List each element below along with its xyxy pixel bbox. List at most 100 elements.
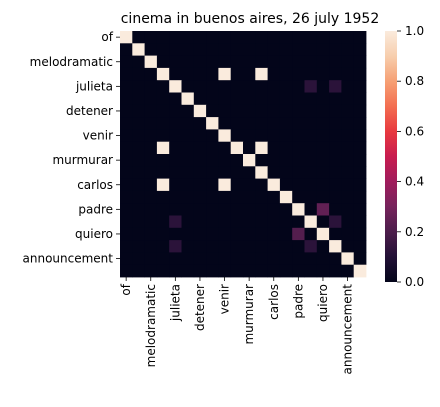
heatmap-cell <box>304 43 318 56</box>
heatmap-cell <box>120 129 133 143</box>
heatmap-cell <box>230 178 244 192</box>
heatmap-cell <box>341 67 355 81</box>
heatmap-cell <box>169 67 182 81</box>
heatmap-cell <box>206 92 219 106</box>
heatmap-cell <box>156 178 170 192</box>
heatmap-cell <box>243 264 256 278</box>
heatmap-cell <box>144 154 158 167</box>
heatmap-cell <box>156 117 170 130</box>
y-tick-label: detener <box>66 104 113 118</box>
heatmap-cell <box>144 104 158 118</box>
heatmap-cell <box>329 92 342 106</box>
heatmap-cell <box>329 264 342 278</box>
heatmap-cell <box>353 92 367 106</box>
heatmap-cell <box>304 92 318 106</box>
heatmap-cell <box>329 240 342 253</box>
heatmap-cell <box>144 203 158 216</box>
heatmap-cell <box>243 55 256 69</box>
heatmap-cell <box>132 264 145 278</box>
heatmap-cell <box>304 154 318 167</box>
heatmap-cell <box>156 227 170 241</box>
heatmap-cell <box>279 154 293 167</box>
heatmap-cell <box>169 166 182 179</box>
heatmap-cell <box>292 117 305 130</box>
heatmap-cell <box>279 31 293 44</box>
heatmap-cell <box>230 129 244 143</box>
heatmap-cell <box>132 43 145 56</box>
heatmap-cell <box>206 104 219 118</box>
heatmap-cell <box>181 129 195 143</box>
heatmap-cell <box>120 31 133 44</box>
heatmap-cell <box>218 104 232 118</box>
colorbar-ticks: 0.0 0.2 0.4 0.6 0.8 1.0 <box>397 24 424 289</box>
heatmap-cell <box>132 227 145 241</box>
heatmap-cell <box>292 55 305 69</box>
heatmap-cell <box>144 240 158 253</box>
heatmap-cell <box>243 67 256 81</box>
heatmap-cell <box>292 240 305 253</box>
heatmap-cell <box>316 104 330 118</box>
heatmap-cell <box>292 166 305 179</box>
heatmap-cell <box>144 67 158 81</box>
heatmap-cell <box>156 55 170 69</box>
heatmap-cell <box>169 227 182 241</box>
heatmap-cell <box>156 67 170 81</box>
heatmap-cell <box>316 117 330 130</box>
heatmap-cell <box>218 80 232 93</box>
heatmap-cell <box>120 154 133 167</box>
heatmap-cell <box>267 215 281 229</box>
heatmap-cell <box>292 203 305 216</box>
heatmap-cell <box>206 252 219 266</box>
heatmap-cell <box>218 190 232 204</box>
heatmap-cell <box>267 80 281 93</box>
heatmap-cell <box>193 55 207 69</box>
heatmap-cell <box>230 215 244 229</box>
heatmap-cell <box>292 80 305 93</box>
heatmap-cell <box>255 166 268 179</box>
heatmap-cell <box>316 67 330 81</box>
heatmap-cell <box>206 117 219 130</box>
heatmap-cell <box>316 227 330 241</box>
heatmap-cell <box>120 178 133 192</box>
heatmap-cell <box>341 227 355 241</box>
heatmap-cell <box>144 43 158 56</box>
heatmap-cell <box>218 215 232 229</box>
heatmap-cell <box>279 178 293 192</box>
heatmap-cell <box>353 178 367 192</box>
colorbar-tick-label: 0.4 <box>405 175 424 189</box>
heatmap-cell <box>243 104 256 118</box>
heatmap-cell <box>255 31 268 44</box>
heatmap-cell <box>181 31 195 44</box>
heatmap-cell <box>132 178 145 192</box>
heatmap-cell <box>243 129 256 143</box>
heatmap-cell <box>169 264 182 278</box>
heatmap-cell <box>181 264 195 278</box>
heatmap-cell <box>341 43 355 56</box>
heatmap-cell <box>181 55 195 69</box>
heatmap-cell <box>230 141 244 155</box>
heatmap-cell <box>341 154 355 167</box>
heatmap-cell <box>304 240 318 253</box>
y-tick-label: carlos <box>77 178 113 192</box>
x-tick-label: melodramatic <box>144 284 158 367</box>
heatmap-cell <box>292 141 305 155</box>
heatmap-cell <box>169 43 182 56</box>
heatmap-cell <box>230 117 244 130</box>
heatmap-cell <box>279 117 293 130</box>
heatmap-cell <box>304 80 318 93</box>
heatmap-cell <box>218 252 232 266</box>
heatmap-cell <box>267 166 281 179</box>
heatmap-cell <box>255 104 268 118</box>
heatmap-cell <box>267 252 281 266</box>
heatmap-cell <box>144 252 158 266</box>
heatmap-cell <box>218 92 232 106</box>
heatmap-cell <box>279 240 293 253</box>
heatmap-cell <box>255 252 268 266</box>
heatmap-cell <box>341 129 355 143</box>
heatmap-cell <box>243 178 256 192</box>
heatmap-cell <box>144 92 158 106</box>
heatmap-cell <box>316 178 330 192</box>
heatmap-cell <box>255 43 268 56</box>
heatmap-cell <box>144 80 158 93</box>
heatmap-cell <box>255 92 268 106</box>
